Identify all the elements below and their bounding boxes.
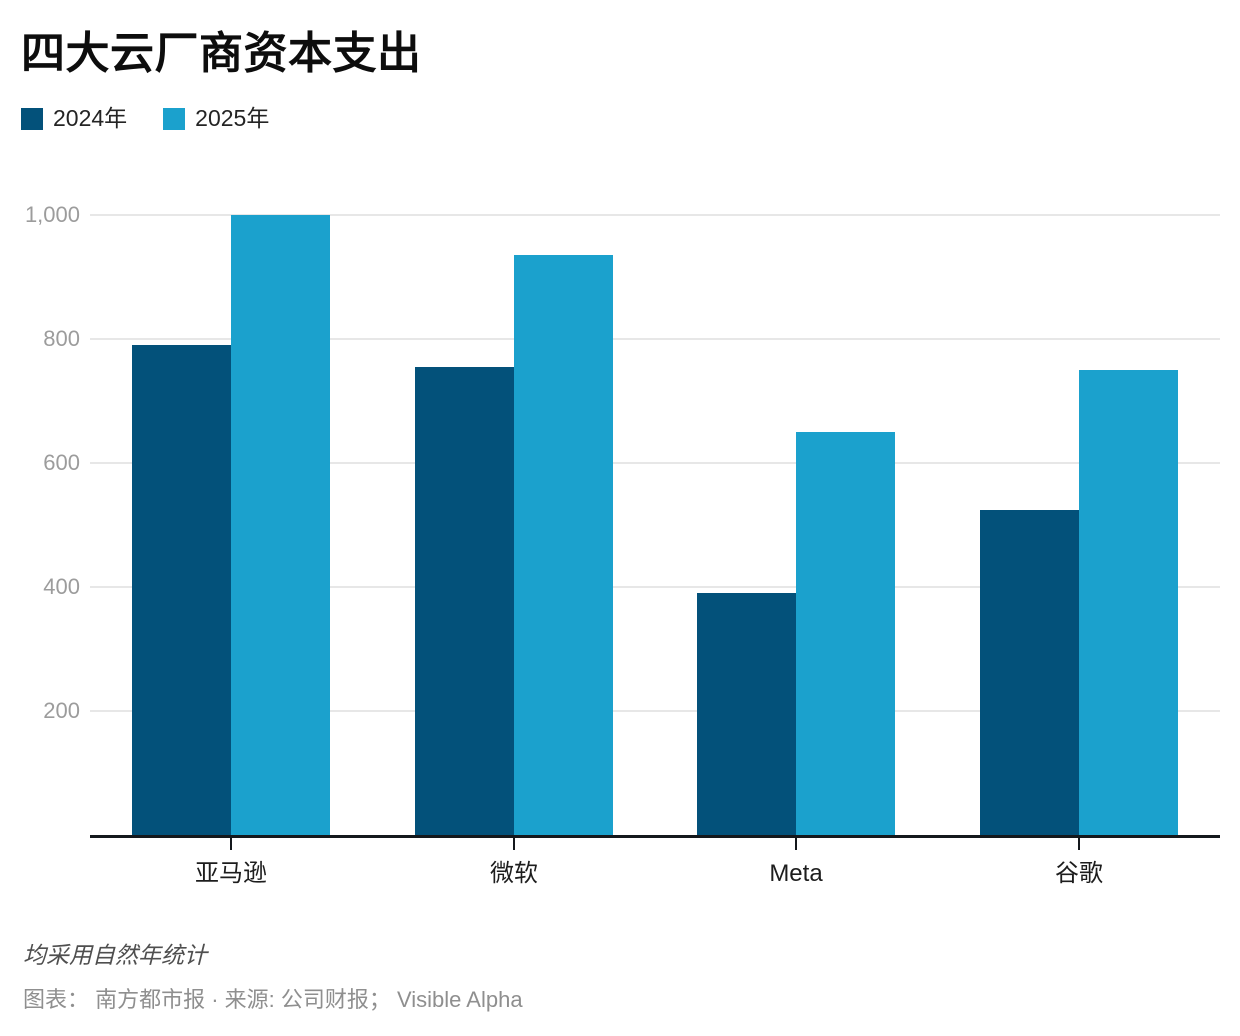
category-label-meta: Meta [769, 860, 823, 887]
x-tick-meta [795, 838, 797, 850]
x-tick-google [1078, 838, 1080, 850]
bar-meta-2025 [796, 432, 895, 835]
legend-item-2025: 2025年 [163, 107, 269, 130]
bar-microsoft-2025 [514, 255, 613, 835]
legend-swatch-2025 [163, 107, 186, 130]
y-tick-label-1000: 1,000 [24, 202, 80, 227]
chart-footnote: 均采用自然年统计 [23, 942, 207, 968]
gridline-600 [90, 462, 1220, 464]
plot-area [90, 214, 1220, 835]
legend-label-2025: 2025年 [195, 105, 270, 131]
gridline-800 [90, 338, 1220, 340]
legend-swatch-2024 [21, 107, 43, 130]
x-tick-amazon [230, 838, 232, 850]
chart-title: 四大云厂商资本支出 [21, 29, 422, 78]
bar-amazon-2025 [231, 215, 330, 835]
x-tick-microsoft [513, 838, 515, 850]
y-tick-label-400: 400 [43, 574, 80, 599]
category-label-google: 谷歌 [1055, 860, 1103, 887]
bar-meta-2024 [697, 593, 796, 835]
bar-microsoft-2024 [415, 366, 514, 835]
bar-amazon-2024 [132, 345, 231, 835]
legend-label-2024: 2024年 [53, 105, 128, 131]
bar-google-2025 [1079, 370, 1178, 835]
gridline-400 [90, 586, 1220, 588]
bar-google-2024 [980, 509, 1079, 835]
gridline-200 [90, 710, 1220, 712]
gridline-1000 [90, 214, 1220, 216]
legend-item-2024: 2024年 [21, 107, 127, 130]
chart-credit: 图表： 南方都市报 · 来源: 公司财报； Visible Alpha [23, 987, 523, 1012]
y-tick-label-600: 600 [43, 450, 80, 475]
y-tick-label-200: 200 [43, 698, 80, 723]
x-axis-line [90, 835, 1220, 838]
y-tick-label-800: 800 [43, 326, 80, 351]
category-label-amazon: 亚马逊 [195, 860, 267, 887]
category-label-microsoft: 微软 [490, 860, 538, 887]
legend: 2024年 2025年 [21, 107, 269, 130]
